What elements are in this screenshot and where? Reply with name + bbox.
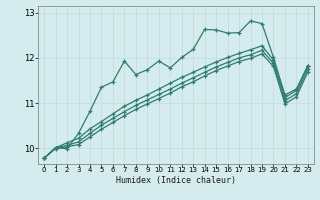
X-axis label: Humidex (Indice chaleur): Humidex (Indice chaleur) [116,176,236,185]
